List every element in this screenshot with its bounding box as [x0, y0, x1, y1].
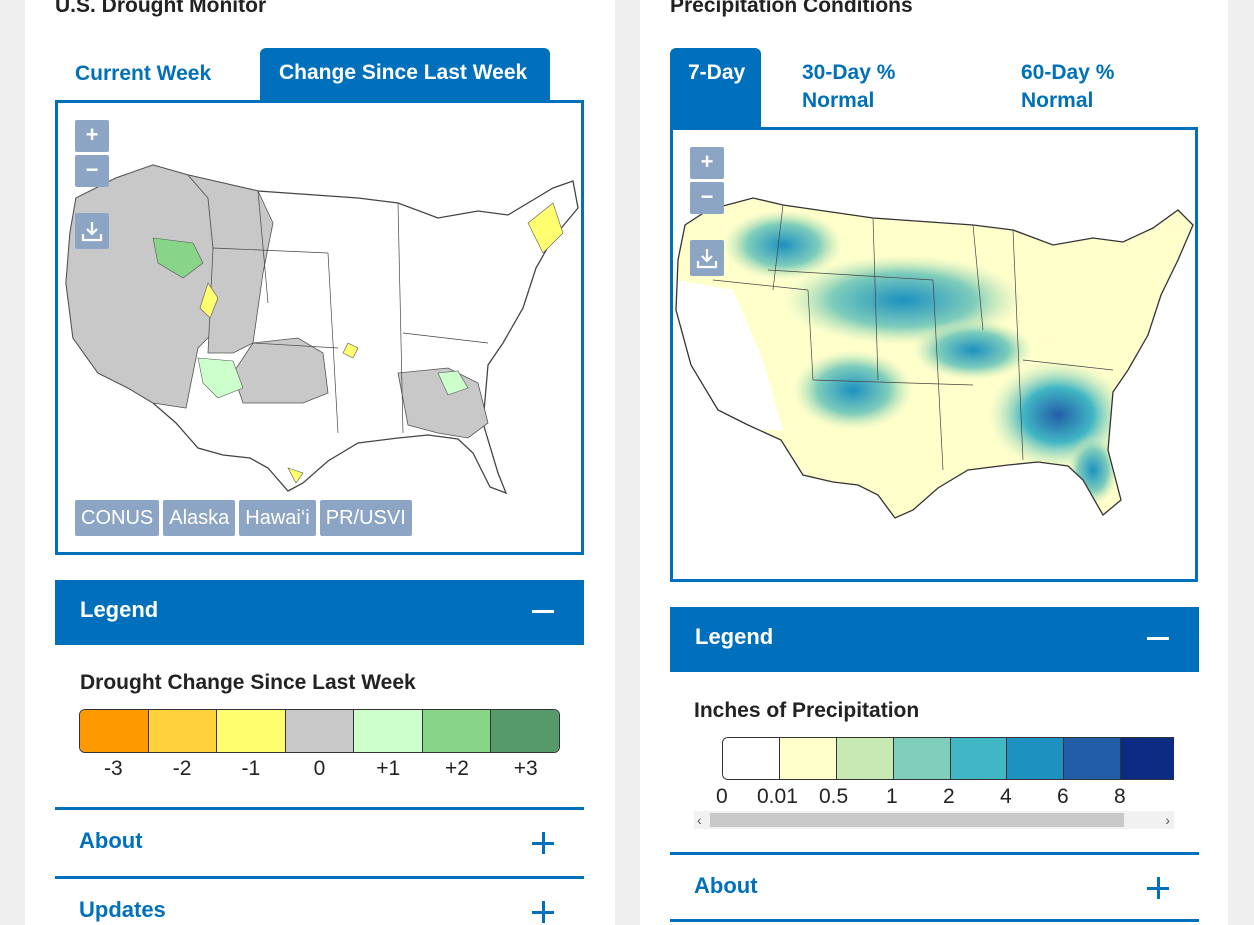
drought-zoom-in-button[interactable]: +: [75, 120, 109, 152]
drought-monitor-panel: U.S. Drought Monitor Current Week Change…: [25, 0, 615, 925]
drought-about-toggle[interactable]: About: [55, 807, 584, 875]
legend-label: 6: [1057, 785, 1069, 808]
drought-legend-title: Drought Change Since Last Week: [80, 671, 416, 694]
legend-swatch-4: [1007, 738, 1065, 779]
legend-label: -3: [104, 757, 123, 780]
legend-swatch-2: [950, 738, 1008, 779]
legend-label: 0: [313, 757, 326, 780]
scroll-right-icon[interactable]: ›: [1165, 812, 1170, 828]
legend-swatch-plus-3: [491, 710, 559, 752]
legend-label: 2: [943, 785, 955, 808]
drought-legend-swatches: [79, 709, 560, 753]
precip-legend-swatches: [722, 737, 1174, 780]
precip-about-label: About: [694, 873, 758, 898]
legend-swatch-plus-2: [422, 710, 492, 752]
drought-zoom-out-button[interactable]: −: [75, 155, 109, 187]
legend-label: -2: [172, 757, 192, 780]
region-hawaii-button[interactable]: Hawai‘i: [239, 500, 316, 536]
precip-legend-title: Inches of Precipitation: [694, 699, 920, 722]
legend-swatch-0: [723, 738, 780, 779]
drought-legend-toggle[interactable]: Legend: [55, 580, 584, 645]
precip-panel-title: Precipitation Conditions: [670, 0, 913, 17]
collapse-icon: [1147, 637, 1169, 640]
precip-about-toggle[interactable]: About: [670, 852, 1199, 920]
legend-label: +3: [513, 757, 538, 780]
drought-about-label: About: [79, 828, 143, 853]
legend-label: 0.01: [757, 785, 798, 808]
drought-legend-heading: Legend: [80, 597, 159, 622]
legend-label: 0.5: [819, 785, 849, 808]
legend-label: 1: [886, 785, 898, 808]
precip-download-button[interactable]: [690, 240, 724, 276]
legend-swatch-minus-1: [217, 710, 286, 752]
drought-download-button[interactable]: [75, 213, 109, 249]
legend-swatch-minus-2: [148, 710, 218, 752]
legend-label: -1: [241, 757, 261, 780]
legend-scrollbar[interactable]: ‹ ›: [694, 811, 1174, 829]
download-icon: [696, 249, 718, 269]
precip-conus-map: [675, 197, 1194, 519]
tab-30-day-normal[interactable]: 30-Day % Normal: [802, 61, 896, 112]
legend-label: +2: [444, 757, 469, 780]
legend-swatch-6: [1064, 738, 1122, 779]
drought-map[interactable]: + − CONUS Alaska Hawai‘i PR/USVI: [55, 100, 584, 555]
legend-swatch-8: [1121, 738, 1174, 779]
scrollbar-thumb[interactable]: [710, 813, 1124, 827]
section-divider: [670, 919, 1199, 922]
expand-icon: [532, 901, 554, 923]
legend-swatch-1: [893, 738, 951, 779]
drought-updates-toggle[interactable]: Updates: [55, 876, 584, 925]
drought-panel-title: U.S. Drought Monitor: [55, 0, 267, 17]
drought-legend-labels: -3 -2 -1 0 +1 +2 +3: [79, 757, 560, 781]
tab-current-week[interactable]: Current Week: [75, 62, 212, 85]
legend-swatch-plus-1: [354, 710, 423, 752]
precip-zoom-in-button[interactable]: +: [690, 147, 724, 179]
legend-swatch-0-01: [779, 738, 837, 779]
legend-label: 8: [1114, 785, 1126, 808]
precip-map[interactable]: + −: [670, 127, 1198, 582]
precip-zoom-out-button[interactable]: −: [690, 182, 724, 214]
precip-legend-toggle[interactable]: Legend: [670, 607, 1199, 672]
precipitation-panel: Precipitation Conditions 7-Day 30-Day % …: [640, 0, 1228, 925]
collapse-icon: [532, 610, 554, 613]
legend-label: 4: [1000, 785, 1012, 808]
expand-icon: [1147, 877, 1169, 899]
tab-change-since-last-week[interactable]: Change Since Last Week: [260, 48, 550, 101]
region-conus-button[interactable]: CONUS: [75, 500, 160, 536]
region-alaska-button[interactable]: Alaska: [163, 500, 236, 536]
drought-tabs: Current Week Change Since Last Week: [55, 48, 585, 101]
drought-updates-label: Updates: [79, 897, 166, 922]
download-icon: [81, 222, 103, 242]
legend-label: 0: [716, 785, 728, 808]
tab-7-day[interactable]: 7-Day: [670, 48, 761, 129]
legend-swatch-minus-3: [80, 710, 149, 752]
tab-60-day-normal[interactable]: 60-Day % Normal: [1021, 61, 1115, 112]
legend-label: +1: [376, 757, 401, 780]
precip-legend-heading: Legend: [695, 624, 774, 649]
precip-tabs: 7-Day 30-Day % Normal 60-Day % Normal: [670, 48, 1198, 129]
scroll-left-icon[interactable]: ‹: [697, 812, 702, 828]
expand-icon: [532, 832, 554, 854]
drought-conus-map: [65, 164, 579, 495]
legend-swatch-0: [285, 710, 355, 752]
legend-swatch-0-5: [836, 738, 894, 779]
region-selector: CONUS Alaska Hawai‘i PR/USVI: [75, 500, 412, 536]
region-pr-usvi-button[interactable]: PR/USVI: [319, 500, 412, 536]
